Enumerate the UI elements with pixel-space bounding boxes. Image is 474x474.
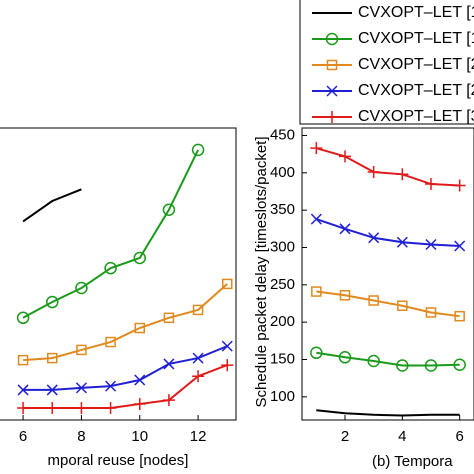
marker — [339, 150, 351, 163]
marker — [367, 354, 380, 368]
marker — [396, 236, 408, 248]
marker — [368, 295, 379, 306]
y-tick-label: 100 — [270, 388, 295, 405]
marker — [17, 354, 29, 366]
marker — [425, 178, 437, 191]
marker — [310, 346, 323, 360]
y-tick-label: 150 — [270, 350, 295, 367]
series-line — [316, 409, 460, 417]
x-tick-label: 6 — [19, 428, 27, 445]
marker — [105, 336, 116, 348]
marker — [16, 311, 30, 325]
series-line — [316, 218, 460, 247]
series-line — [23, 345, 228, 391]
marker — [367, 166, 380, 179]
x-tick-label: 12 — [190, 428, 207, 445]
marker — [46, 384, 58, 396]
marker — [105, 380, 117, 392]
marker — [326, 59, 338, 71]
marker — [325, 32, 339, 46]
y-tick-label: 400 — [270, 164, 295, 181]
marker — [162, 394, 175, 407]
y-tick-label: 450 — [270, 126, 295, 143]
marker — [76, 344, 87, 356]
marker — [368, 232, 380, 244]
legend-label: CVXOPT–LET [2 — [358, 82, 474, 99]
marker — [162, 203, 176, 217]
marker — [134, 322, 145, 334]
marker — [397, 300, 408, 311]
marker — [310, 213, 322, 225]
legend-box — [299, 0, 474, 125]
marker — [221, 359, 234, 372]
marker — [425, 238, 437, 251]
marker — [47, 352, 58, 364]
marker — [192, 304, 204, 316]
marker — [75, 281, 88, 295]
marker — [326, 111, 338, 123]
marker — [454, 240, 466, 252]
marker — [425, 307, 437, 318]
marker — [163, 358, 175, 370]
x-tick-label: 2 — [341, 428, 349, 445]
marker — [453, 179, 466, 192]
marker — [396, 359, 409, 372]
marker — [339, 223, 351, 235]
y-tick-label: 200 — [270, 313, 295, 330]
marker — [192, 352, 204, 364]
legend-label: CVXOPT–LET [1 — [358, 4, 474, 21]
marker — [396, 168, 409, 181]
marker — [133, 397, 146, 410]
marker — [453, 358, 466, 371]
plot-area — [0, 127, 237, 421]
x-tick-label: 10 — [131, 428, 148, 445]
legend-label: CVXOPT–LET [2 — [358, 56, 474, 73]
marker — [104, 402, 117, 415]
marker — [221, 340, 233, 352]
marker — [17, 384, 29, 396]
marker — [338, 351, 352, 364]
marker — [46, 402, 59, 415]
marker — [454, 310, 465, 322]
y-axis-label: Schedule packet delay [timeslots/packet] — [253, 137, 270, 408]
marker — [424, 359, 438, 372]
marker — [191, 143, 205, 157]
x-axis-label: (b) Tempora — [372, 453, 453, 470]
marker — [75, 382, 87, 394]
y-tick-label: 350 — [270, 201, 295, 218]
x-axis-label: mporal reuse [nodes] — [48, 452, 189, 469]
marker — [134, 374, 146, 386]
series-line — [22, 188, 82, 223]
y-tick-label: 300 — [270, 238, 295, 255]
marker — [46, 295, 59, 309]
x-tick-label: 6 — [455, 428, 463, 445]
marker — [192, 370, 205, 383]
marker — [339, 290, 351, 301]
x-tick-label: 8 — [77, 428, 85, 445]
marker — [104, 261, 117, 275]
marker — [222, 278, 233, 290]
series-line — [22, 149, 199, 319]
marker — [326, 85, 338, 97]
marker — [17, 402, 30, 415]
plot-area — [301, 127, 474, 421]
legend-label: CVXOPT–LET [3 — [358, 108, 474, 125]
marker — [75, 402, 88, 415]
marker — [133, 251, 146, 265]
legend-label: CVXOPT–LET [1 — [358, 30, 474, 47]
marker — [311, 286, 322, 297]
x-tick-label: 4 — [398, 428, 406, 445]
marker — [310, 142, 323, 155]
y-tick-label: 250 — [270, 276, 295, 293]
marker — [163, 312, 175, 324]
